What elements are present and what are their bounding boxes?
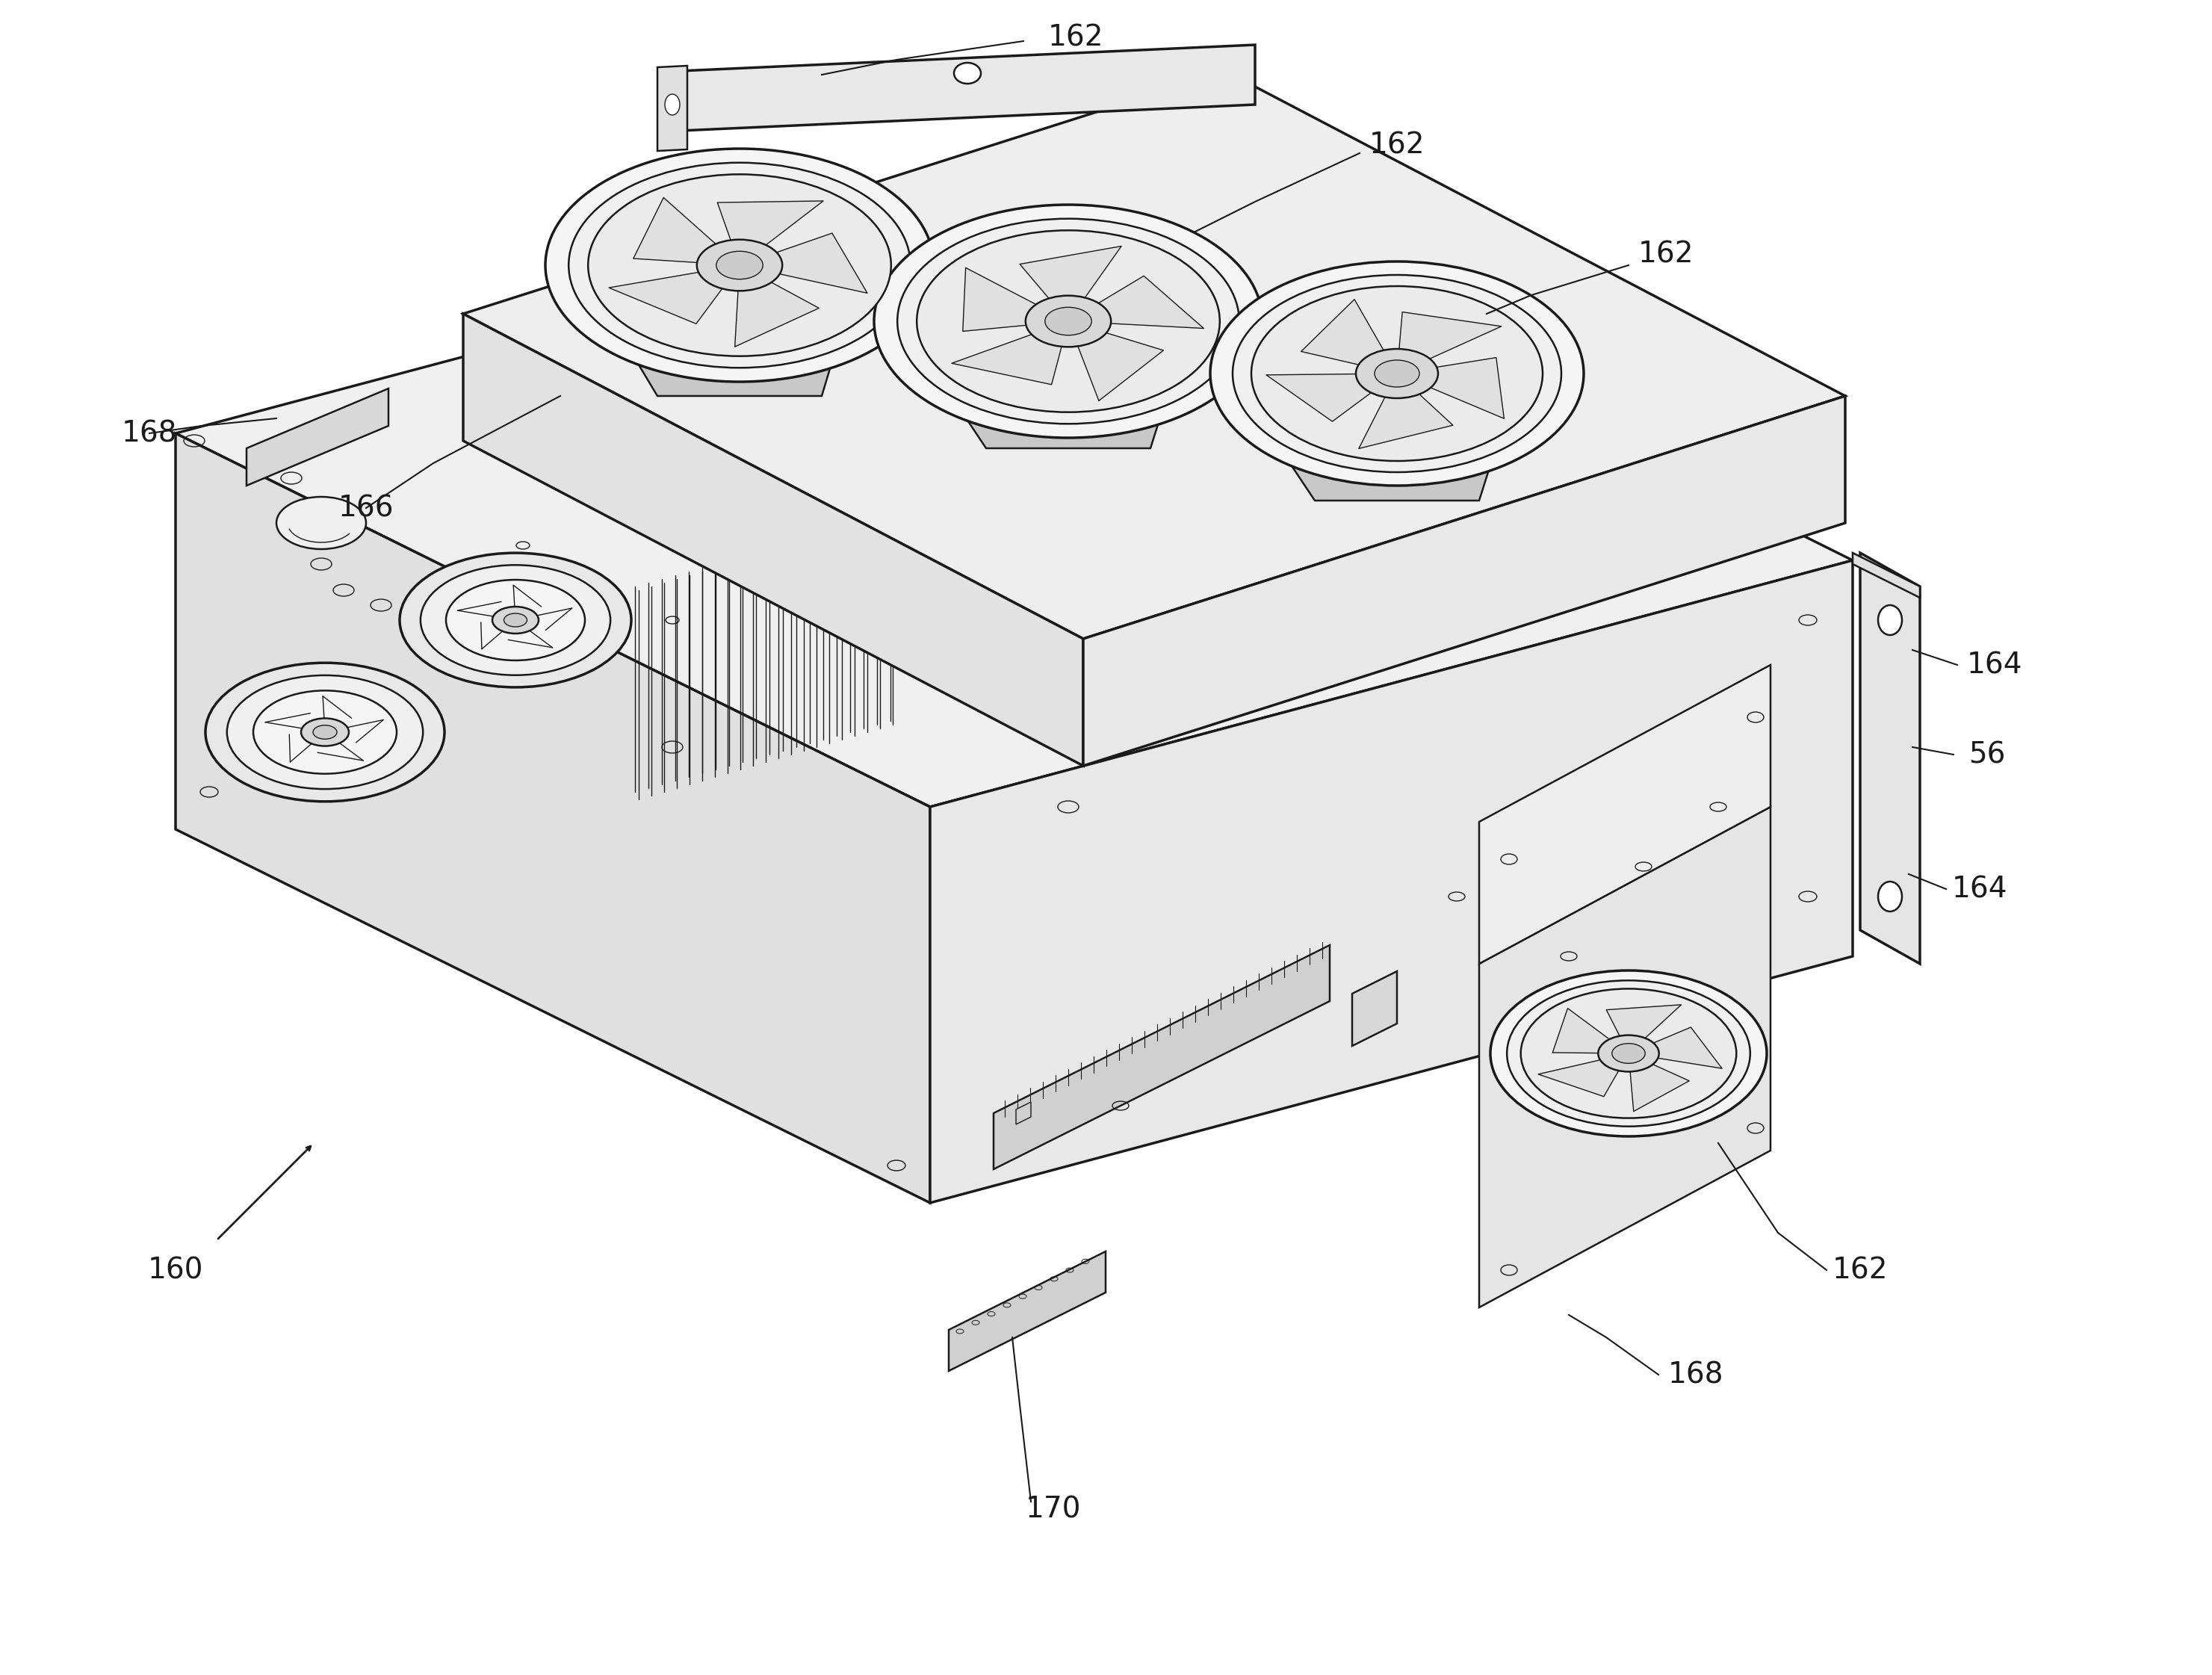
Text: 162: 162 (1048, 23, 1104, 52)
Polygon shape (462, 313, 1084, 765)
Ellipse shape (447, 580, 584, 660)
Ellipse shape (1232, 275, 1562, 472)
Ellipse shape (1597, 1035, 1659, 1072)
Polygon shape (1606, 1005, 1681, 1054)
Polygon shape (657, 65, 688, 151)
Polygon shape (246, 389, 389, 486)
Polygon shape (1628, 1054, 1690, 1112)
Ellipse shape (717, 251, 763, 280)
Text: 166: 166 (338, 494, 394, 523)
Ellipse shape (697, 240, 783, 291)
Polygon shape (633, 198, 739, 265)
Ellipse shape (228, 675, 422, 789)
Polygon shape (1854, 553, 1920, 598)
Ellipse shape (1491, 970, 1767, 1136)
Polygon shape (1398, 357, 1504, 419)
Ellipse shape (400, 553, 630, 687)
Polygon shape (964, 322, 1172, 449)
Ellipse shape (666, 94, 679, 116)
Polygon shape (690, 226, 790, 323)
Ellipse shape (1356, 348, 1438, 399)
Polygon shape (929, 561, 1854, 1203)
Text: 164: 164 (1951, 874, 2008, 903)
Polygon shape (1301, 300, 1398, 374)
Ellipse shape (953, 62, 980, 84)
Polygon shape (1018, 283, 1119, 379)
Polygon shape (1349, 337, 1444, 429)
Ellipse shape (1613, 1044, 1646, 1064)
Polygon shape (1292, 374, 1502, 501)
Polygon shape (1015, 1102, 1031, 1124)
Ellipse shape (420, 564, 611, 675)
Polygon shape (1068, 322, 1164, 400)
Ellipse shape (1878, 605, 1902, 635)
Ellipse shape (252, 690, 396, 774)
Ellipse shape (874, 204, 1263, 437)
Ellipse shape (546, 149, 933, 382)
Polygon shape (1553, 1008, 1628, 1054)
Ellipse shape (276, 497, 365, 549)
Polygon shape (1398, 312, 1502, 374)
Text: 168: 168 (1668, 1360, 1723, 1389)
Polygon shape (175, 434, 929, 1203)
Text: 164: 164 (1966, 650, 2022, 678)
Ellipse shape (1374, 360, 1420, 387)
Polygon shape (1860, 553, 1920, 963)
Text: 170: 170 (1026, 1496, 1082, 1523)
Text: 162: 162 (1832, 1256, 1889, 1285)
Polygon shape (734, 265, 818, 347)
Polygon shape (1084, 395, 1845, 765)
Text: 56: 56 (1969, 740, 2006, 769)
Polygon shape (1628, 1027, 1721, 1069)
Polygon shape (717, 201, 823, 265)
Ellipse shape (588, 174, 891, 357)
Polygon shape (1537, 1054, 1628, 1097)
Polygon shape (175, 188, 1854, 807)
Polygon shape (1265, 374, 1398, 422)
Ellipse shape (301, 719, 349, 745)
Ellipse shape (568, 162, 911, 368)
Polygon shape (462, 70, 1845, 638)
Polygon shape (635, 265, 845, 395)
Ellipse shape (1522, 988, 1736, 1119)
Ellipse shape (1210, 261, 1584, 486)
Polygon shape (679, 45, 1254, 131)
Polygon shape (993, 945, 1329, 1169)
Ellipse shape (206, 663, 445, 802)
Text: 160: 160 (148, 1256, 204, 1285)
Polygon shape (1480, 665, 1770, 963)
Ellipse shape (1044, 307, 1091, 335)
Polygon shape (739, 233, 867, 293)
Polygon shape (1020, 246, 1121, 322)
Polygon shape (1068, 276, 1203, 328)
Ellipse shape (314, 725, 336, 739)
Ellipse shape (916, 231, 1219, 412)
Ellipse shape (1506, 980, 1750, 1126)
Polygon shape (1593, 1025, 1663, 1094)
Polygon shape (1352, 971, 1398, 1045)
Text: 162: 162 (1369, 132, 1425, 159)
Polygon shape (608, 265, 739, 323)
Polygon shape (1358, 374, 1453, 449)
Polygon shape (951, 322, 1068, 385)
Polygon shape (962, 268, 1068, 332)
Polygon shape (949, 1251, 1106, 1370)
Ellipse shape (1026, 295, 1110, 347)
Polygon shape (1480, 807, 1770, 1308)
Ellipse shape (1252, 286, 1542, 461)
Ellipse shape (504, 613, 526, 626)
Text: 168: 168 (122, 419, 177, 447)
Ellipse shape (493, 606, 538, 633)
Ellipse shape (1878, 881, 1902, 911)
Text: 162: 162 (1639, 240, 1694, 268)
Ellipse shape (898, 219, 1239, 424)
